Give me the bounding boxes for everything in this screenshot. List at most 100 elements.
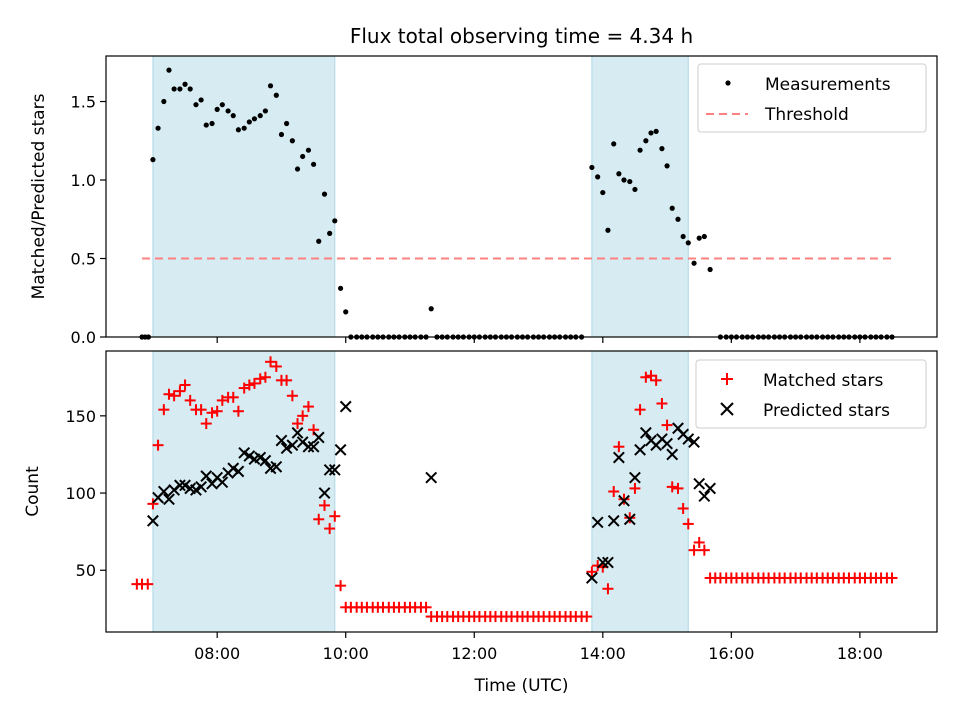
measurement-point	[669, 205, 675, 211]
matched-star-point	[581, 611, 593, 623]
matched-star-point	[292, 418, 304, 430]
predicted-star-point	[270, 460, 283, 473]
x-axis-label: Time (UTC)	[474, 676, 569, 696]
matched-star-point	[147, 498, 159, 510]
matched-star-point	[254, 373, 266, 385]
measurement-point	[637, 147, 643, 153]
measurement-point	[327, 230, 333, 236]
observing-window-1	[152, 55, 336, 338]
matched-star-point	[613, 441, 625, 453]
bottom-ylabel: Count	[23, 466, 43, 517]
measurement-point	[150, 157, 156, 163]
measurement-point	[289, 138, 295, 144]
matched-star-point	[602, 583, 614, 595]
matched-star-point	[168, 390, 180, 402]
predicted-star-point	[157, 485, 170, 498]
chart-title: Flux total observing time = 4.34 h	[350, 24, 693, 48]
predicted-star-point	[629, 471, 641, 484]
measurement-point	[294, 166, 301, 172]
top-y-ticks: 0.0 0.5 1.0 1.5	[71, 93, 106, 347]
bottom-x-ticks: 08:00 10:00 12:00 14:00 16:00 18:00	[194, 632, 883, 663]
measurement-point	[675, 216, 681, 222]
measurement-point	[305, 147, 312, 153]
matched-star-point	[650, 374, 662, 386]
predicted-star-point	[612, 451, 625, 464]
observing-windows	[152, 55, 689, 338]
x-tick-label: 16:00	[708, 644, 754, 663]
measurement-point	[262, 108, 268, 114]
matched-star-point	[232, 405, 244, 417]
matched-star-point	[886, 572, 898, 584]
matched-star-point	[624, 512, 636, 524]
measurement-point	[691, 260, 697, 266]
measurement-point	[235, 127, 241, 133]
predicted-star-point	[634, 443, 646, 456]
predicted-star-point	[312, 431, 325, 444]
matched-star-point	[174, 385, 186, 397]
measurement-point	[283, 120, 290, 127]
measurement-point	[696, 235, 702, 241]
matched-star-point	[592, 560, 604, 572]
measurement-point	[616, 171, 622, 177]
measurement-point	[171, 86, 177, 92]
legend-label-threshold: Threshold	[764, 105, 849, 125]
measurement-point	[177, 86, 183, 92]
matched-star-point	[324, 523, 336, 535]
matched-star-point	[179, 379, 191, 391]
measurement-point	[273, 92, 279, 98]
measurement-point	[155, 125, 161, 131]
measurement-point	[230, 113, 236, 119]
measurement-point	[316, 238, 322, 244]
matched-star-point	[211, 405, 223, 417]
predicted-star-point	[425, 471, 438, 484]
predicted-star-point	[291, 426, 304, 439]
measurement-point	[332, 218, 338, 224]
measurement-point	[203, 122, 209, 128]
x-tick-label: 10:00	[323, 644, 369, 663]
matched-star-point	[206, 407, 218, 419]
y-tick-label: 150	[65, 407, 96, 426]
predicted-star-points	[147, 400, 717, 584]
legend-label-measurements: Measurements	[765, 75, 891, 95]
predicted-star-point	[591, 516, 604, 529]
top-legend-box	[697, 63, 927, 133]
legend-label-predicted: Predicted stars	[763, 401, 890, 421]
predicted-star-point	[302, 440, 315, 453]
predicted-star-point	[688, 436, 700, 449]
y-tick-label: 1.0	[71, 171, 96, 190]
predicted-star-point	[618, 494, 630, 507]
matched-star-point	[693, 536, 705, 548]
predicted-star-point	[323, 463, 336, 476]
matched-star-point	[248, 377, 260, 389]
measurement-point	[241, 125, 247, 131]
matched-star-point	[608, 486, 620, 497]
matched-star-point	[265, 356, 277, 368]
legend-marker-measurements	[725, 80, 731, 86]
measurement-point	[300, 153, 306, 160]
bottom-y-ticks: 50 100 150	[65, 407, 106, 580]
predicted-star-point	[607, 514, 620, 527]
measurement-point	[219, 102, 225, 108]
predicted-star-point	[200, 470, 213, 482]
matched-star-point	[152, 439, 164, 451]
measurement-point	[589, 164, 595, 171]
measurement-point	[595, 174, 601, 180]
matched-star-point	[640, 371, 652, 383]
predicted-star-point	[666, 448, 679, 461]
measurement-point	[664, 163, 670, 169]
measurement-point	[251, 116, 258, 122]
measurement-point	[627, 178, 633, 185]
matched-star-point	[313, 513, 325, 525]
measurement-point	[161, 98, 167, 105]
top-legend: Measurements Threshold	[697, 63, 927, 133]
predicted-star-point	[596, 556, 609, 569]
measurement-point	[653, 128, 659, 134]
matched-star-point	[586, 566, 598, 578]
y-tick-label: 100	[65, 484, 96, 503]
observing-window-2	[591, 350, 689, 633]
predicted-star-point	[661, 437, 673, 450]
bottom-legend: Matched stars Predicted stars	[695, 359, 927, 429]
matched-star-point	[629, 482, 641, 494]
matched-star-point	[634, 404, 646, 416]
